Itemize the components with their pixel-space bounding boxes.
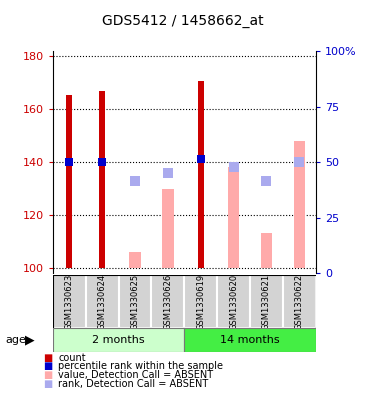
Bar <box>228 167 239 268</box>
Bar <box>184 328 316 352</box>
Text: GDS5412 / 1458662_at: GDS5412 / 1458662_at <box>102 14 263 28</box>
Bar <box>184 275 217 328</box>
Bar <box>86 275 119 328</box>
Bar <box>250 275 283 328</box>
Bar <box>261 233 272 268</box>
Bar <box>283 275 316 328</box>
Text: count: count <box>58 353 86 363</box>
Text: GSM1330624: GSM1330624 <box>98 274 107 330</box>
Text: GSM1330623: GSM1330623 <box>65 274 74 330</box>
Bar <box>198 81 204 268</box>
Bar <box>162 189 174 268</box>
Text: ▶: ▶ <box>25 333 34 347</box>
Text: rank, Detection Call = ABSENT: rank, Detection Call = ABSENT <box>58 378 209 389</box>
Bar <box>53 328 184 352</box>
Text: 14 months: 14 months <box>220 335 280 345</box>
Text: GSM1330619: GSM1330619 <box>196 274 205 330</box>
Text: ■: ■ <box>43 353 52 363</box>
Text: GSM1330621: GSM1330621 <box>262 274 271 330</box>
Bar <box>119 275 151 328</box>
Text: ■: ■ <box>43 361 52 371</box>
Bar <box>293 141 305 268</box>
Bar <box>129 252 141 268</box>
Text: value, Detection Call = ABSENT: value, Detection Call = ABSENT <box>58 370 214 380</box>
Text: GSM1330625: GSM1330625 <box>131 274 139 330</box>
Bar <box>53 275 86 328</box>
Text: percentile rank within the sample: percentile rank within the sample <box>58 361 223 371</box>
Text: GSM1330622: GSM1330622 <box>295 274 304 330</box>
Text: ■: ■ <box>43 370 52 380</box>
Text: 2 months: 2 months <box>92 335 145 345</box>
Text: GSM1330620: GSM1330620 <box>229 274 238 330</box>
Bar <box>66 95 72 268</box>
Text: GSM1330626: GSM1330626 <box>164 274 172 330</box>
Text: age: age <box>5 335 26 345</box>
Bar <box>151 275 184 328</box>
Text: ■: ■ <box>43 378 52 389</box>
Bar <box>99 91 105 268</box>
Bar <box>217 275 250 328</box>
